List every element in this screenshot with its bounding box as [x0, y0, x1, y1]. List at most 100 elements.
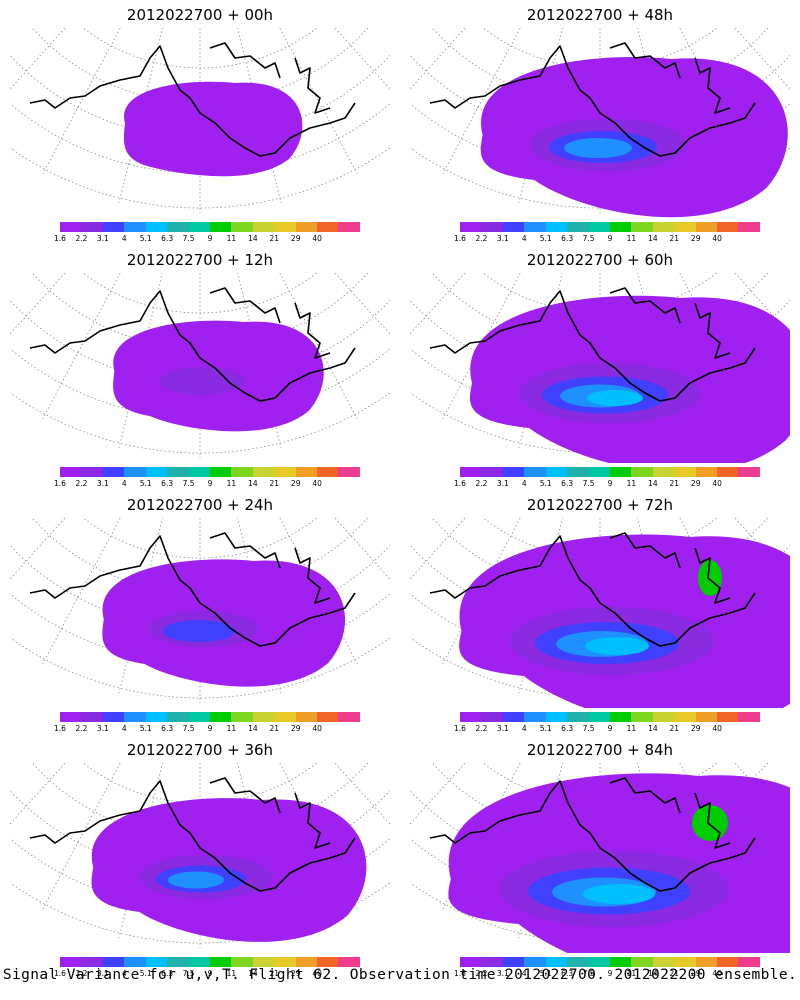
colorbar-tick-label: 2.2 [75, 234, 88, 243]
colorbar-swatch [524, 712, 546, 722]
colorbar-swatch [188, 712, 210, 722]
colorbar-tick-label: 40 [312, 479, 322, 488]
colorbar-swatch [317, 957, 339, 967]
colorbar-swatch [631, 467, 653, 477]
colorbar-swatch [338, 957, 360, 967]
colorbar-swatch [481, 712, 503, 722]
colorbar-tick-label: 29 [690, 479, 701, 488]
variance-map [410, 763, 790, 953]
colorbar-tick-label: 6.3 [561, 724, 574, 733]
colorbar-ticks: 1.6 2.2 3.1 4 5.1 6.3 7.5 9 11 14 21 29 40 [454, 969, 765, 979]
panel-title: 2012022700 + 72h [526, 496, 674, 514]
colorbar-swatch [545, 222, 568, 232]
coastline [29, 532, 356, 647]
colorbar-swatch [317, 712, 339, 722]
colorbar-swatch [252, 957, 275, 967]
colorbar-tick-label: 29 [290, 234, 301, 243]
panel-title: 2012022700 + 12h [126, 251, 274, 269]
variance-map [10, 273, 390, 458]
colorbar [460, 712, 760, 722]
colorbar-swatch [545, 957, 568, 967]
colorbar-swatch [674, 957, 696, 967]
colorbar-tick-label: 2.2 [475, 234, 488, 243]
colorbar-swatch [252, 467, 275, 477]
colorbar-swatch [524, 467, 546, 477]
colorbar-swatch [717, 712, 739, 722]
colorbar-tick-label: 40 [712, 724, 722, 733]
colorbar-swatch [738, 467, 760, 477]
colorbar-swatch [567, 222, 589, 232]
colorbar-tick-label: 3.1 [496, 969, 509, 978]
panel-title: 2012022700 + 24h [126, 496, 274, 514]
colorbar-swatch [652, 957, 675, 967]
colorbar-swatch [188, 222, 210, 232]
colorbar-swatch [145, 222, 168, 232]
variance-region-peak [587, 390, 643, 406]
colorbar-tick-label: 14 [248, 234, 258, 243]
colorbar-swatch [717, 222, 739, 232]
colorbar-swatch [274, 957, 296, 967]
colorbar-tick-label: 40 [312, 724, 322, 733]
colorbar-tick-label: 40 [712, 969, 722, 978]
colorbar-tick-label: 1.6 [54, 724, 66, 733]
colorbar-tick-label: 21 [669, 724, 680, 733]
colorbar-tick-label: 11 [226, 234, 237, 243]
colorbar-tick-label: 3.1 [96, 479, 109, 488]
colorbar-swatch [545, 467, 568, 477]
colorbar-tick-label: 2.2 [475, 479, 488, 488]
colorbar-swatch [502, 222, 525, 232]
colorbar-swatch [188, 467, 210, 477]
coastline [29, 42, 356, 157]
colorbar-swatch [738, 957, 760, 967]
map-panel: 2012022700 + 60h 1.6 2.2 3.1 4 5.1 6.3 7.5 9 11 14… [400, 245, 800, 490]
colorbar-swatch [674, 712, 696, 722]
colorbar-swatch [102, 957, 125, 967]
colorbar-swatch [460, 467, 482, 477]
colorbar-tick-label: 6.3 [161, 969, 174, 978]
colorbar [460, 467, 760, 477]
colorbar-tick-label: 4 [521, 969, 527, 978]
colorbar-swatch [252, 222, 275, 232]
colorbar-swatch [167, 467, 189, 477]
colorbar-swatch [145, 467, 168, 477]
colorbar-swatch [588, 712, 610, 722]
colorbar-tick-label: 5.1 [539, 234, 552, 243]
colorbar-swatch [209, 957, 232, 967]
colorbar-tick-label: 29 [690, 234, 701, 243]
colorbar-tick-label: 6.3 [561, 479, 574, 488]
colorbar-tick-label: 5.1 [139, 234, 152, 243]
colorbar-swatch [460, 957, 482, 967]
colorbar-ticks: 1.6 2.2 3.1 4 5.1 6.3 7.5 9 11 14 21 29 40 [54, 479, 365, 489]
colorbar-swatch [60, 222, 82, 232]
colorbar-swatch [124, 467, 146, 477]
colorbar-swatch [652, 222, 675, 232]
colorbar-tick-label: 14 [648, 479, 658, 488]
colorbar-tick-label: 2.2 [75, 724, 88, 733]
colorbar-swatch [609, 222, 632, 232]
colorbar-tick-label: 2.2 [75, 969, 88, 978]
panel-title: 2012022700 + 48h [526, 6, 674, 24]
variance-region-max [698, 560, 722, 596]
variance-region-mid [160, 367, 244, 395]
colorbar-tick-label: 11 [626, 969, 637, 978]
colorbar-swatch [588, 467, 610, 477]
colorbar-tick-label: 2.2 [475, 969, 488, 978]
colorbar-swatch [188, 957, 210, 967]
colorbar-tick-label: 29 [290, 479, 301, 488]
colorbar-swatch [695, 467, 718, 477]
colorbar-tick-label: 40 [712, 479, 722, 488]
colorbar-swatch [652, 467, 675, 477]
colorbar-tick-label: 9 [607, 234, 613, 243]
colorbar-swatch [102, 222, 125, 232]
colorbar-tick-label: 11 [626, 234, 637, 243]
colorbar-ticks: 1.6 2.2 3.1 4 5.1 6.3 7.5 9 11 14 21 29 40 [54, 724, 365, 734]
variance-region-peak [583, 884, 655, 904]
colorbar-swatch [124, 712, 146, 722]
colorbar [60, 222, 360, 232]
colorbar-swatch [652, 712, 675, 722]
colorbar-swatch [674, 222, 696, 232]
colorbar-tick-label: 14 [248, 724, 258, 733]
map-panel: 2012022700 + 72h 1.6 2.2 3.1 4 5.1 6.3 7.5 9 11 14… [400, 490, 800, 735]
colorbar-swatch [338, 467, 360, 477]
colorbar-swatch [717, 957, 739, 967]
